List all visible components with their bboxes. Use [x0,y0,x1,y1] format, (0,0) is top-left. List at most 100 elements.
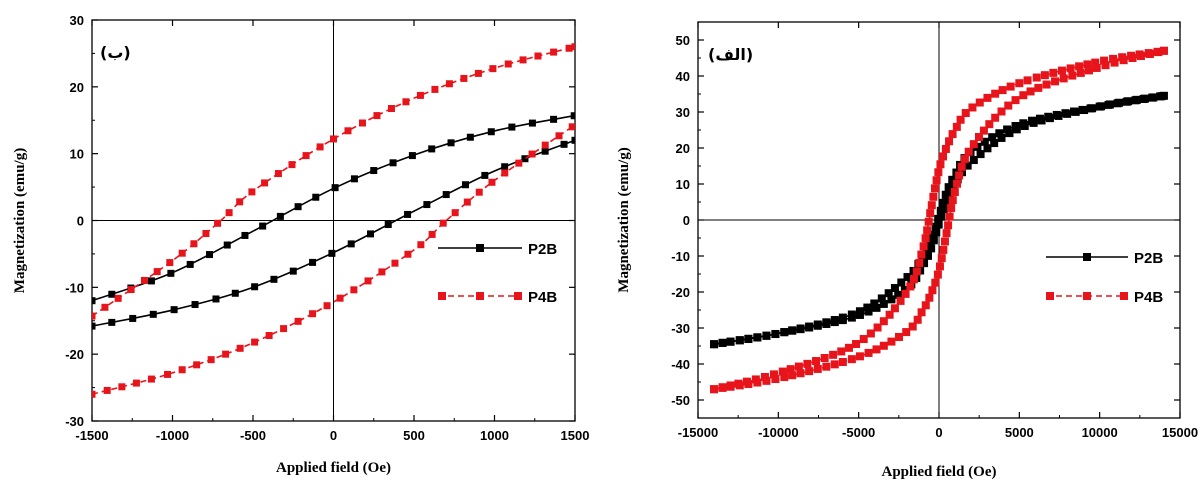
data-point [1013,125,1021,133]
data-point [391,260,398,267]
data-point [922,301,930,309]
data-point [929,193,937,201]
right-chart-panel: -15000 -10000 -5000 0 5000 10000 15000 -50 -40 -3… [600,0,1204,483]
data-point [1158,92,1166,100]
x-tick-label: 15000 [1162,425,1198,440]
data-point [309,310,316,317]
data-point [303,152,310,159]
data-point [118,383,125,390]
data-point [891,304,899,312]
data-point [337,295,344,302]
data-point [1060,74,1068,82]
data-point [481,172,488,179]
data-point [1027,87,1035,95]
data-point [942,145,950,153]
data-point [814,365,822,373]
data-point [860,335,868,343]
data-point [115,295,122,302]
data-point [236,198,243,205]
data-point [1149,93,1157,101]
data-point [920,242,928,250]
data-point [350,286,357,293]
data-point [953,180,961,188]
data-point [440,220,447,227]
data-point [1041,71,1049,79]
data-point [409,152,416,159]
data-point [1012,96,1020,104]
data-point [831,360,839,368]
data-point [1033,74,1041,82]
data-point [922,234,930,242]
legend-label-p4b: P4B [528,289,557,306]
y-axis-title: Magnetization (emu/g) [12,148,28,293]
y-tick-label: -10 [65,280,84,295]
data-point [961,155,969,163]
data-point [931,279,939,287]
data-point [232,290,239,297]
data-point [515,160,522,167]
data-point [108,319,115,326]
right-chart: -15000 -10000 -5000 0 5000 10000 15000-50-40-3… [600,0,1204,483]
data-point [1015,79,1023,87]
data-point [179,250,186,257]
data-point [933,176,941,184]
data-point [237,345,244,352]
data-point [814,322,822,330]
data-point [1058,67,1066,75]
data-point [104,387,111,394]
data-point [829,351,837,359]
legend-label-p4b: P4B [1134,289,1163,306]
data-point [571,112,578,119]
data-point [762,332,770,340]
data-point [259,223,266,230]
data-point [164,371,171,378]
data-point [839,358,847,366]
data-point [1034,84,1042,92]
data-point [1021,122,1029,130]
data-point [312,194,319,201]
data-point [332,184,339,191]
data-point [446,80,453,87]
data-point [1097,102,1105,110]
data-point [940,205,948,213]
data-point [934,271,942,279]
data-point [895,333,903,341]
data-point [710,385,718,393]
data-point [955,171,963,179]
data-point [488,128,495,135]
data-point [417,241,424,248]
data-point [925,294,933,302]
data-point [938,254,946,262]
data-point [848,314,856,322]
data-point [108,291,115,298]
data-point [555,132,562,139]
data-point [941,238,949,246]
data-point [529,120,536,127]
data-point [805,367,813,375]
data-point [193,361,200,368]
data-point [101,304,108,311]
data-point [935,221,943,229]
data-point [936,262,944,270]
x-tick-label: -1500 [75,428,108,443]
data-point [206,251,213,258]
data-point [148,277,155,284]
data-point [129,315,136,322]
x-axis-title: Applied field (Oe) [882,464,997,480]
data-point [1038,116,1046,124]
data-point [222,351,229,358]
data-point [378,268,385,275]
legend-marker-p4b [1046,292,1054,300]
data-point [1049,69,1057,77]
data-point [261,179,268,186]
data-point [845,344,853,352]
data-point [873,345,881,353]
data-point [744,380,752,388]
data-point [970,140,978,148]
data-point [385,221,392,228]
data-point [423,201,430,208]
data-point [1024,76,1032,84]
x-axis-title: Applied field (Oe) [276,460,391,476]
data-point [241,232,248,239]
data-point [561,141,568,148]
